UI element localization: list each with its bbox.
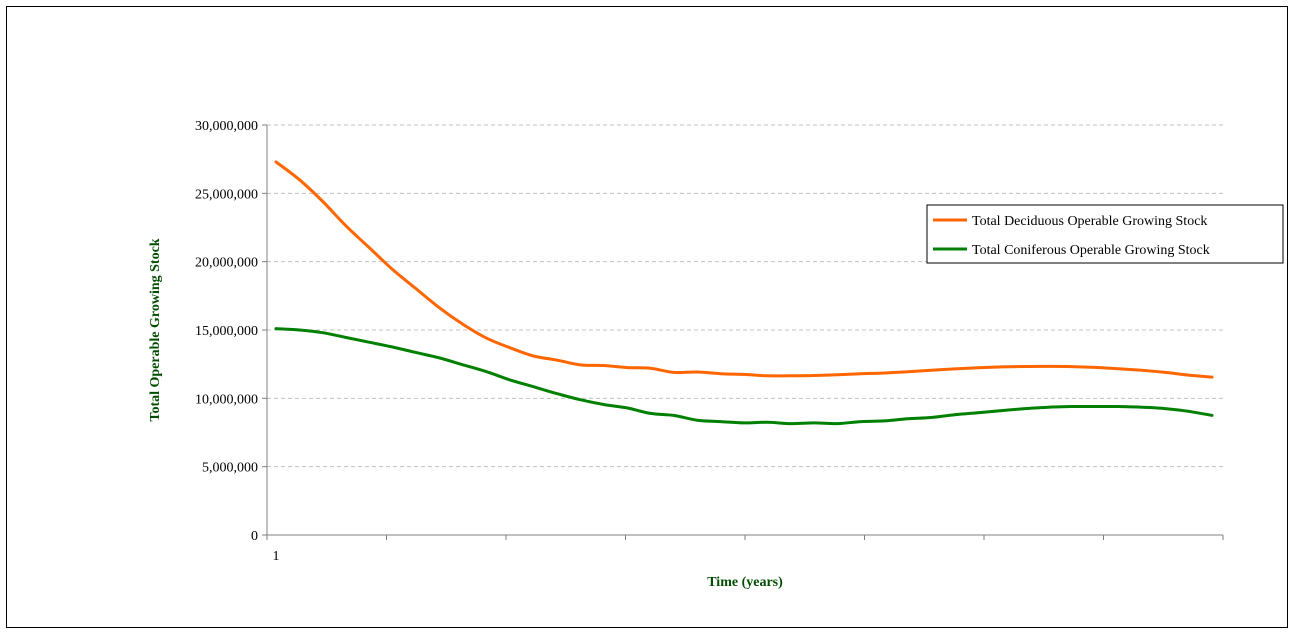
y-tick-label: 5,000,000 (202, 461, 258, 476)
x-tick-label: 1 (273, 549, 280, 564)
y-tick-label: 10,000,000 (195, 392, 258, 407)
y-axis-title: Total Operable Growing Stock (148, 238, 163, 421)
y-ticks: 0 5,000,000 10,000,000 15,000,000 20,000,000… (195, 119, 267, 544)
grid-lines (267, 124, 1223, 468)
legend-box (926, 204, 1284, 264)
legend-label-coniferous: Total Coniferous Operable Growing Stock (972, 243, 1210, 258)
x-axis-title: Time (years) (707, 575, 783, 590)
series-line-deciduous (274, 160, 1214, 379)
y-tick-label: 0 (251, 529, 258, 544)
series-lines (274, 160, 1214, 426)
series-line-coniferous (274, 327, 1214, 426)
legend-label-deciduous: Total Deciduous Operable Growing Stock (972, 214, 1207, 229)
y-tick-label: 25,000,000 (195, 187, 258, 202)
y-tick-label: 30,000,000 (195, 119, 258, 134)
y-tick-label: 15,000,000 (195, 324, 258, 339)
x-ticks: 1 (266, 535, 1224, 564)
chart-frame (6, 6, 1288, 628)
y-tick-label: 20,000,000 (195, 256, 258, 271)
legend: Total Deciduous Operable Growing Stock T… (926, 204, 1284, 264)
